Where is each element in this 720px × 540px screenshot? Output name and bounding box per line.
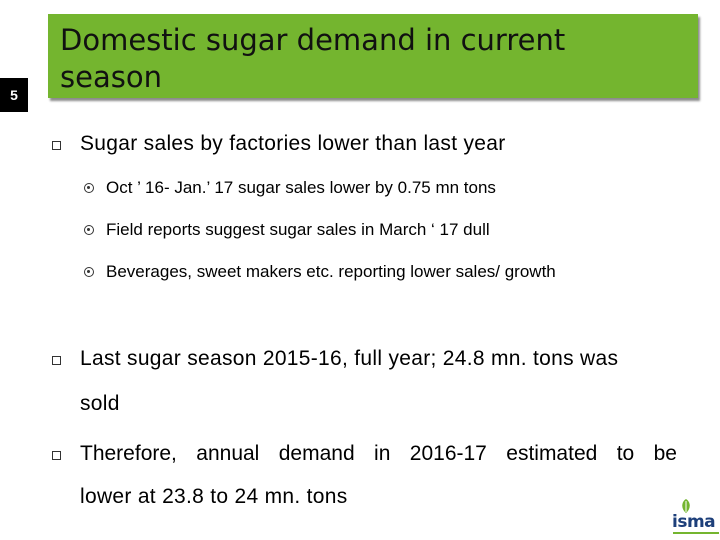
- sub-bullet-text: Oct ’ 16- Jan.’ 17 sugar sales lower by …: [106, 178, 496, 197]
- square-bullet-icon: [52, 451, 61, 460]
- sub-bullet-text: Field reports suggest sugar sales in Mar…: [106, 220, 490, 239]
- bullet-text-line-2: sold: [80, 392, 120, 415]
- square-bullet-icon: [52, 141, 61, 150]
- square-bullet-icon: [52, 356, 61, 365]
- circle-bullet-icon: [84, 225, 94, 235]
- bullet-text: Sugar sales by factories lower than last…: [80, 132, 506, 155]
- circle-bullet-icon: [84, 267, 94, 277]
- isma-logo: isma: [664, 498, 720, 540]
- slide-title-line-1: Domestic sugar demand in current: [60, 23, 566, 57]
- leaf-icon: [682, 499, 690, 513]
- logo-underline: [673, 532, 719, 534]
- bullet-text-line-2: lower at 23.8 to 24 mn. tons: [80, 485, 348, 508]
- sub-bullet-text: Beverages, sweet makers etc. reporting l…: [106, 262, 556, 281]
- slide-number: 5: [0, 78, 28, 112]
- bullet-text-line-1: Last sugar season 2015-16, full year; 24…: [80, 347, 619, 370]
- bullet-text-line-1: Therefore, annual demand in 2016-17 esti…: [80, 442, 677, 465]
- slide-number-text: 5: [10, 87, 18, 103]
- slide-title: Domestic sugar demand in current season: [60, 22, 680, 96]
- logo-text: isma: [672, 512, 716, 532]
- title-bar: [48, 14, 698, 98]
- slide-title-line-2: season: [60, 60, 162, 94]
- circle-bullet-icon: [84, 183, 94, 193]
